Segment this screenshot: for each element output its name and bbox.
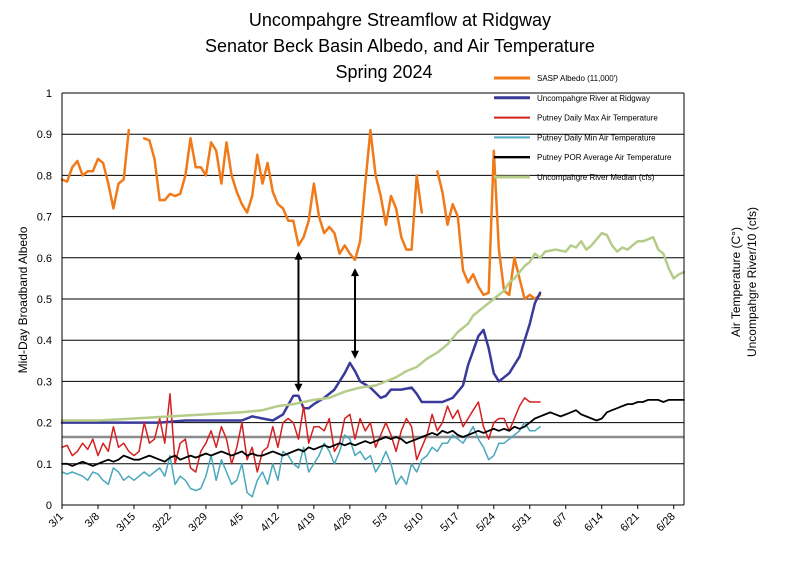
- series-line: [436, 149, 542, 301]
- series-line: [142, 128, 424, 262]
- y-tick-label: 0.7: [37, 212, 52, 224]
- y-tick-labels: 0 0.1 0.2 0.3 0.4 0.5 0.6 0.7 0.8 0.9 1: [37, 88, 52, 512]
- x-tick-labels: 3/1 3/8 3/15 3/22 3/29 4/5 4/12 4/19 4/26 5/3 5/10…: [47, 505, 678, 534]
- arrow-head: [351, 268, 360, 277]
- x-tick-label: 3/22: [150, 511, 174, 535]
- x-tick-label: 3/15: [114, 511, 138, 535]
- y-tick-label: 0.6: [37, 253, 52, 265]
- title-line-2: Senator Beck Basin Albedo, and Air Tempe…: [205, 36, 595, 56]
- series-line: [60, 128, 131, 210]
- y-axis-label: Mid-Day Broadband Albedo: [16, 226, 30, 373]
- x-tick-label: 5/17: [438, 511, 462, 535]
- arrow-head: [351, 350, 360, 359]
- x-tick-label: 6/14: [582, 511, 606, 535]
- y2-axis-label-line-1: Air Temperature (C°): [729, 227, 743, 337]
- x-tick-label: 4/5: [227, 511, 246, 530]
- y-tick-label: 0.2: [37, 418, 52, 430]
- arrow-head: [294, 383, 303, 392]
- legend-label: Uncompahgre River at Ridgway: [537, 94, 650, 103]
- x-tick-label: 4/26: [330, 511, 354, 535]
- y-tick-label: 0: [46, 500, 52, 512]
- annotation-arrows: [294, 251, 360, 392]
- legend-label: Putney Daily Max Air Temperature: [537, 114, 658, 123]
- arrow-head: [294, 251, 303, 260]
- title-line-3: Spring 2024: [335, 62, 432, 82]
- series-lines: [60, 128, 686, 498]
- y2-axis-label-line-2: Uncompahgre River/10 (cfs): [745, 207, 759, 357]
- x-tick-label: 5/24: [474, 511, 498, 535]
- chart-title: Uncompahgre Streamflow at Ridgway Senato…: [205, 10, 595, 82]
- y-tick-label: 0.8: [37, 170, 52, 182]
- x-tick-label: 4/12: [258, 511, 282, 535]
- y-tick-label: 0.3: [37, 376, 52, 388]
- x-tick-label: 4/19: [294, 511, 318, 535]
- x-tick-label: 6/21: [618, 511, 642, 535]
- series-line: [61, 393, 541, 473]
- legend-label: SASP Albedo (11,000'): [537, 74, 618, 83]
- series-line: [60, 291, 542, 424]
- x-tick-label: 5/3: [371, 511, 390, 530]
- x-tick-label: 5/10: [402, 511, 426, 535]
- y-tick-label: 0.1: [37, 459, 52, 471]
- legend-label: Putney POR Average Air Temperature: [537, 153, 672, 162]
- series-line: [61, 421, 541, 498]
- x-tick-label: 3/8: [83, 511, 102, 530]
- x-tick-label: 3/29: [186, 511, 210, 535]
- y-tick-label: 1: [46, 88, 52, 100]
- x-tick-label: 3/1: [47, 511, 66, 530]
- axes: [61, 93, 685, 506]
- y-tick-label: 0.4: [37, 335, 52, 347]
- legend: SASP Albedo (11,000') Uncompahgre River a…: [494, 74, 672, 182]
- y-tick-label: 0.5: [37, 294, 52, 306]
- x-tick-label: 6/7: [551, 511, 570, 530]
- x-tick-label: 5/31: [510, 511, 534, 535]
- legend-label: Putney Daily Min Air Temperature: [537, 133, 656, 142]
- title-line-1: Uncompahgre Streamflow at Ridgway: [249, 10, 551, 30]
- series-line: [60, 231, 686, 422]
- y-tick-label: 0.9: [37, 129, 52, 141]
- x-tick-label: 6/28: [654, 511, 678, 535]
- legend-label: Uncompahgre River Median (cfs): [537, 173, 655, 182]
- series-line: [61, 398, 685, 467]
